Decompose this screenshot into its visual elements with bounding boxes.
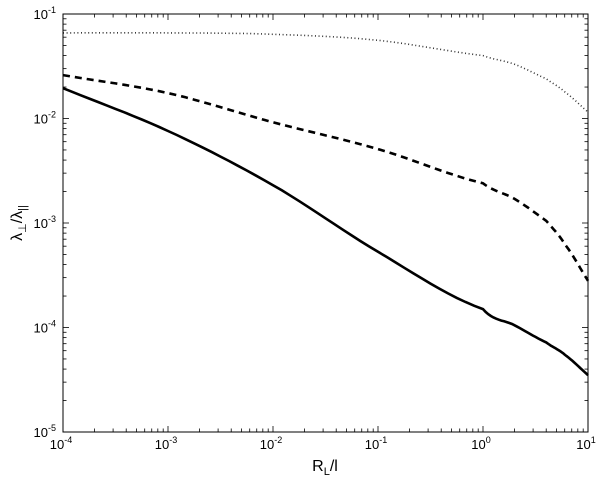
x-tick-label: 100 xyxy=(471,435,490,452)
y-tick-labels: 10-5 10-4 10-3 10-2 10-1 xyxy=(34,5,56,440)
y-tick-label: 10-1 xyxy=(34,5,56,22)
x-tick-label: 101 xyxy=(576,435,595,452)
series-line-solid xyxy=(62,86,589,377)
x-tick-label: 10-1 xyxy=(365,435,387,452)
y-tick-label: 10-3 xyxy=(34,214,56,231)
x-axis-title: RL/l xyxy=(312,458,338,478)
y-tick-label: 10-4 xyxy=(34,319,56,336)
y-tick-label: 10-2 xyxy=(34,110,56,127)
series-layer xyxy=(62,31,590,377)
x-tick-label: 10-2 xyxy=(260,435,282,452)
axes-frame xyxy=(62,13,589,433)
plot-area xyxy=(62,13,590,433)
y-tick-label: 10-5 xyxy=(34,423,56,440)
y-axis-title: λ⊥/λ|| xyxy=(9,205,29,241)
x-tick-labels: 10-4 10-3 10-2 10-1 100 101 xyxy=(50,435,596,452)
series-line-dotted xyxy=(63,31,589,113)
tick-marks xyxy=(62,14,588,433)
series-line-dashed xyxy=(62,73,590,282)
x-tick-label: 10-3 xyxy=(155,435,177,452)
x-tick-label: 10-4 xyxy=(50,435,72,452)
